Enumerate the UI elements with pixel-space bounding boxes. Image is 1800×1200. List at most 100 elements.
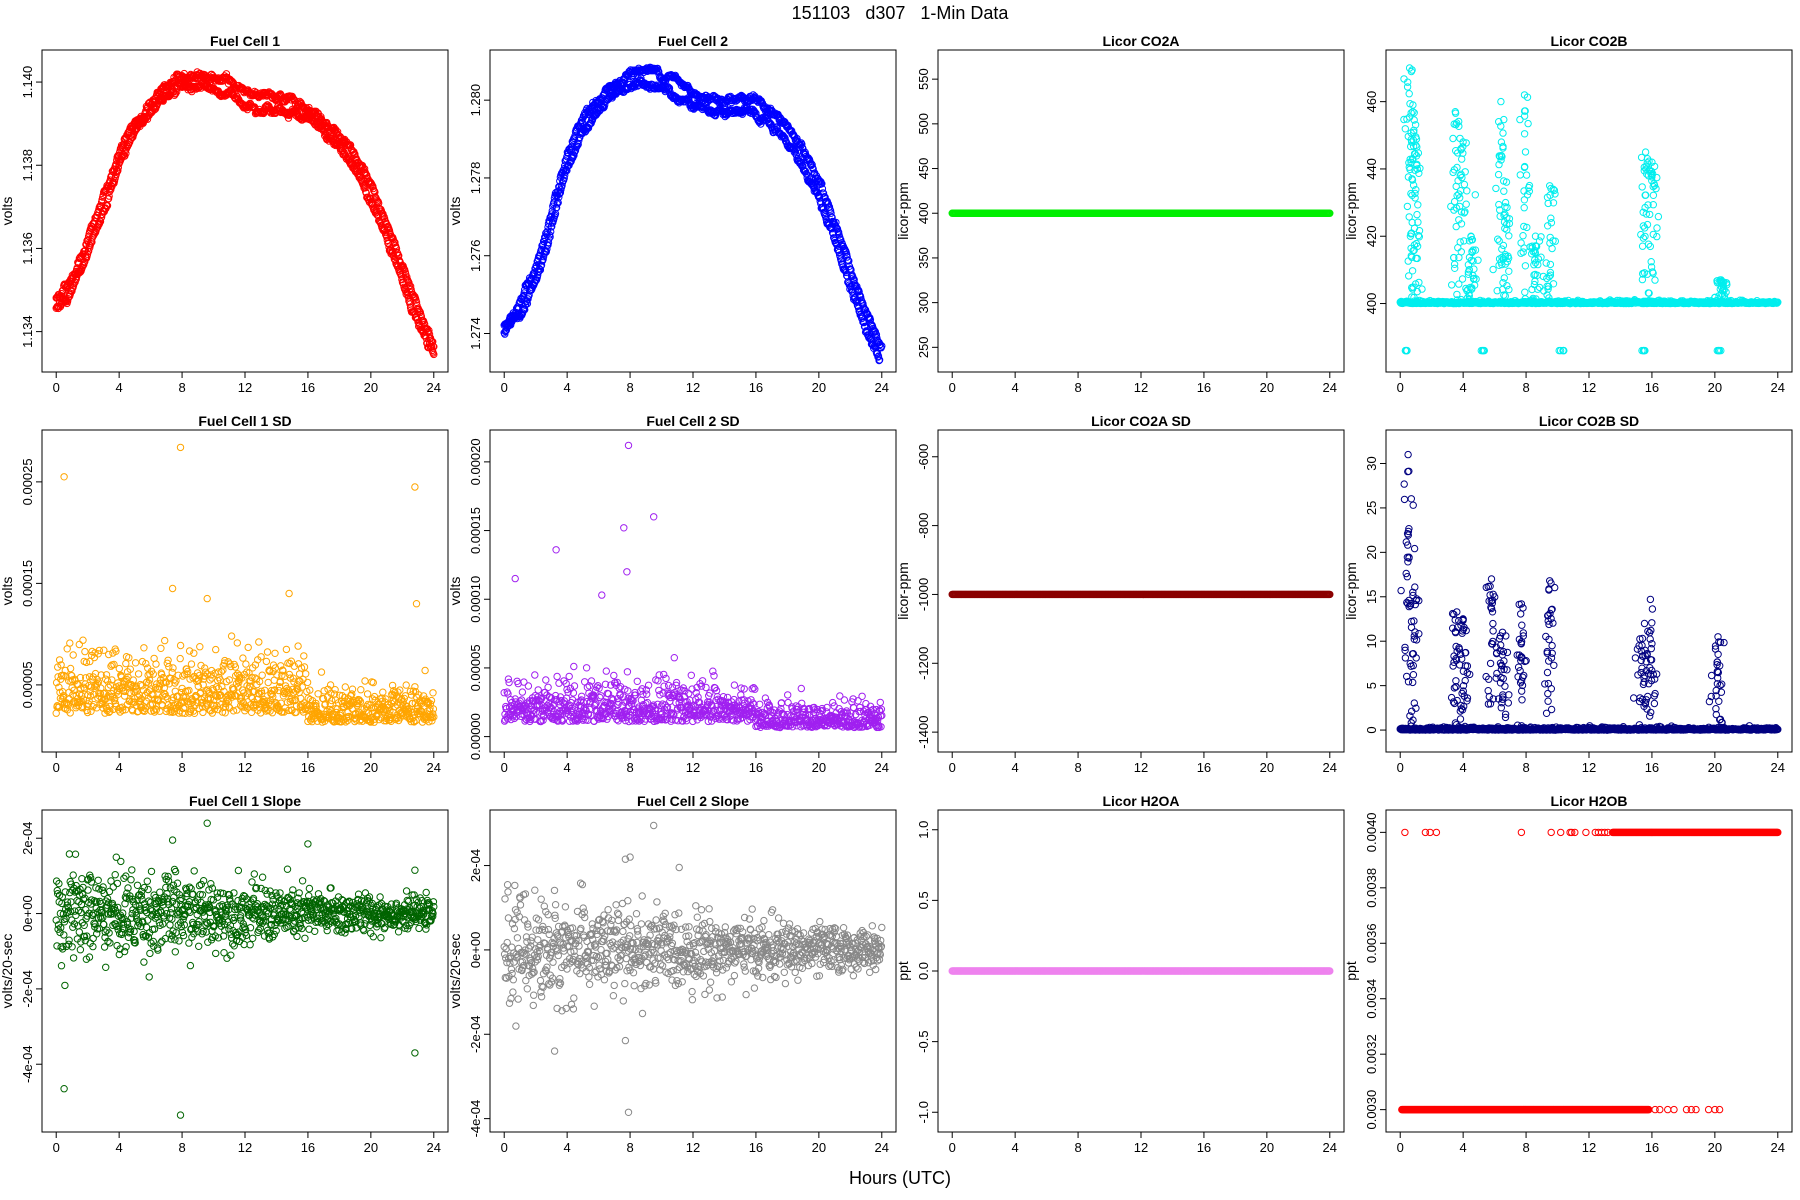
- x-tick-label: 8: [1074, 380, 1081, 395]
- data-point: [1520, 130, 1529, 138]
- data-point: [1521, 288, 1529, 296]
- y-tick-label: 0.00005: [20, 661, 35, 708]
- data-point: [1549, 280, 1558, 288]
- data-point: [1654, 212, 1663, 221]
- data-point: [131, 659, 140, 667]
- data-point: [81, 647, 89, 656]
- x-tick-label: 4: [564, 380, 571, 395]
- data-point: [1653, 224, 1661, 232]
- data-point: [122, 149, 130, 158]
- x-tick-label: 16: [301, 380, 315, 395]
- data-point: [96, 217, 105, 226]
- data-point: [161, 636, 169, 645]
- plot-frame: [1385, 49, 1793, 373]
- x-tick-label: 12: [238, 760, 252, 775]
- data-point: [360, 165, 369, 173]
- data-point: [1505, 285, 1513, 294]
- x-tick-label: 8: [1522, 380, 1529, 395]
- y-tick-label: 420: [1364, 225, 1379, 247]
- data-points: [52, 443, 438, 726]
- x-tick-label: 8: [178, 380, 185, 395]
- x-tick-label: 4: [1012, 380, 1019, 395]
- data-point: [1456, 238, 1464, 246]
- data-point: [1649, 191, 1658, 200]
- data-point: [1505, 232, 1513, 240]
- x-tick-label: 8: [626, 380, 633, 395]
- y-axis-label: volts: [0, 577, 15, 606]
- data-points: [1396, 64, 1782, 355]
- x-tick-label: 16: [749, 380, 763, 395]
- y-tick-label: 460: [1364, 91, 1379, 113]
- data-point: [1516, 171, 1525, 179]
- data-point: [346, 141, 355, 149]
- data-point: [171, 89, 180, 98]
- data-point: [1458, 155, 1466, 163]
- x-tick-label: 16: [1645, 380, 1659, 395]
- y-tick-label: 400: [916, 202, 931, 224]
- data-point: [1542, 259, 1550, 267]
- data-point: [114, 167, 122, 175]
- data-point: [157, 644, 165, 652]
- y-tick-label: 0.00015: [20, 560, 35, 607]
- data-point: [1499, 142, 1507, 151]
- data-points: [52, 68, 438, 359]
- data-point: [1471, 191, 1480, 199]
- data-point: [1494, 170, 1503, 179]
- data-point: [1535, 283, 1544, 292]
- data-point: [125, 654, 133, 662]
- data-point: [1530, 261, 1538, 269]
- data-point: [1458, 275, 1467, 283]
- y-tick-label: 250: [916, 336, 931, 358]
- x-tick-label: 12: [1582, 380, 1596, 395]
- y-tick-label: 1.276: [468, 239, 483, 272]
- y-tick-label: 300: [916, 292, 931, 314]
- x-tick-label: 20: [1708, 380, 1722, 395]
- data-points: [500, 63, 886, 365]
- panel-title: Licor CO2B: [1550, 33, 1627, 49]
- y-tick-label: 1.140: [20, 66, 35, 99]
- x-tick-label: 0: [1397, 380, 1404, 395]
- x-tick-label: 12: [686, 380, 700, 395]
- x-tick-label: 4: [116, 380, 123, 395]
- y-tick-label: 550: [916, 68, 931, 90]
- data-point: [1414, 201, 1422, 209]
- x-tick-label: 24: [1323, 380, 1337, 395]
- data-point: [134, 670, 143, 678]
- x-tick-label: 20: [812, 380, 826, 395]
- y-tick-label: 1.138: [20, 149, 35, 182]
- data-point: [1548, 244, 1556, 253]
- data-point: [115, 664, 124, 673]
- x-tick-label: 20: [1260, 380, 1274, 395]
- x-tick-label: 16: [1197, 380, 1211, 395]
- y-tick-label: 1.136: [20, 232, 35, 265]
- data-point: [1651, 276, 1659, 284]
- data-point: [69, 651, 77, 659]
- y-tick-label: 400: [1364, 293, 1379, 315]
- x-tick-label: 4: [1460, 380, 1467, 395]
- panel-title: Licor CO2A: [1102, 33, 1179, 49]
- x-tick-label: 16: [301, 760, 315, 775]
- data-point: [1499, 241, 1508, 250]
- data-point: [1546, 260, 1555, 269]
- data-point: [1520, 244, 1528, 252]
- x-tick-label: 0: [501, 380, 508, 395]
- y-tick-label: 450: [916, 158, 931, 180]
- data-point: [1641, 232, 1649, 241]
- data-point: [1638, 183, 1646, 191]
- data-point: [1505, 267, 1513, 275]
- data-point: [1457, 248, 1466, 256]
- data-point: [1522, 171, 1531, 179]
- data-point: [1462, 200, 1470, 208]
- x-tick-label: 0: [949, 380, 956, 395]
- x-tick-label: 0: [53, 380, 60, 395]
- y-axis-label: volts: [0, 197, 15, 226]
- y-tick-label: 500: [916, 113, 931, 135]
- y-tick-label: 1.274: [468, 317, 483, 350]
- y-tick-label: 440: [1364, 158, 1379, 180]
- y-tick-label: 1.134: [20, 315, 35, 348]
- data-point: [1405, 90, 1413, 98]
